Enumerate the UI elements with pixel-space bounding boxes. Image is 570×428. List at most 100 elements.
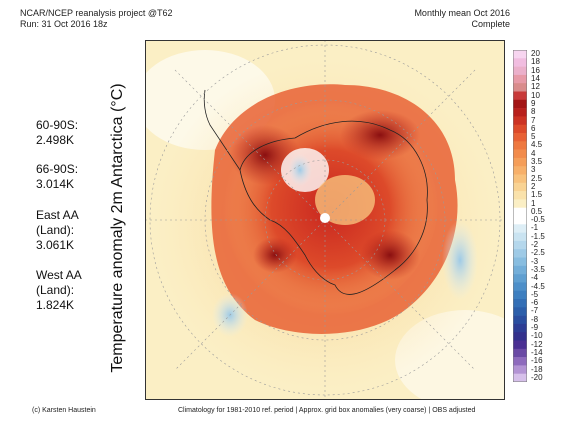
colorbar-tick-label: 6 [531, 123, 536, 133]
colorbar-tick-label: -1 [531, 223, 539, 233]
colorbar-swatch [513, 240, 527, 250]
colorbar-swatch [513, 257, 527, 267]
stat-60-90s: 60-90S: 2.498K [36, 118, 78, 148]
axis-label: Temperature anomaly 2m Antarctica (°C) [109, 83, 126, 373]
colorbar-tick-label: -18 [531, 364, 543, 374]
colorbar-swatch [513, 332, 527, 341]
model-title: NCAR/NCEP reanalysis project @T62 [20, 8, 173, 18]
colorbar-swatch [513, 307, 527, 316]
colorbar-tick-label: 10 [531, 90, 540, 100]
colorbar-tick-label: 4.5 [531, 140, 543, 150]
colorbar-swatch [513, 157, 527, 167]
colorbar-tick-label: -9 [531, 323, 539, 333]
cold-anomaly-east [442, 220, 478, 300]
colorbar-swatch [513, 149, 527, 159]
colorbar-tick-label: -1.5 [531, 231, 545, 241]
colorbar-tick-label: -4.5 [531, 281, 545, 291]
colorbar-tick-label: -2.5 [531, 248, 545, 258]
colorbar-swatch [513, 108, 527, 117]
colorbar-swatch [513, 182, 527, 192]
colorbar-tick-label: -2 [531, 240, 539, 250]
colorbar-tick-label: -10 [531, 331, 543, 341]
colorbar-tick-label: 1 [531, 198, 536, 208]
colorbar-tick-label: -7 [531, 306, 539, 316]
colorbar-swatch [513, 91, 527, 101]
colorbar-swatch [513, 282, 527, 291]
stat-east-aa: East AA (Land): 3.061K [36, 208, 79, 253]
stat-value: 3.014K [36, 177, 75, 191]
header-right: Monthly mean Oct 2016 Complete [414, 8, 510, 30]
colorbar-swatch [513, 216, 527, 225]
stat-value: 3.061K [36, 238, 75, 252]
colorbar-swatch [513, 50, 527, 59]
colorbar-swatch [513, 116, 527, 125]
colorbar-swatch [513, 290, 527, 300]
stat-label: West AA [36, 268, 82, 282]
stat-west-aa: West AA (Land): 1.824K [36, 268, 82, 313]
colorbar-tick-label: 3.5 [531, 157, 543, 167]
colorbar-swatch [513, 265, 527, 275]
colorbar-swatch [513, 174, 527, 184]
colorbar-swatch [513, 66, 527, 76]
colorbar-tick-label: 12 [531, 82, 540, 92]
colorbar-swatch [513, 348, 527, 358]
colorbar-swatch [513, 83, 527, 92]
colorbar-tick-label: 5 [531, 132, 536, 142]
colorbar-tick-label: 14 [531, 74, 540, 84]
colorbar-swatch [513, 199, 527, 208]
colorbar-swatch [513, 74, 527, 84]
colorbar-swatch [513, 58, 527, 67]
colorbar-tick-label: -3 [531, 256, 539, 266]
south-pole-marker [320, 213, 330, 223]
colorbar-tick-label: 2 [531, 181, 536, 191]
peninsula-coastline [203, 89, 241, 171]
colorbar-tick-label: -0.5 [531, 215, 545, 225]
colorbar-tick-label: -12 [531, 339, 543, 349]
colorbar-swatch [513, 133, 527, 142]
anomaly-map [145, 40, 505, 400]
colorbar-swatch [513, 191, 527, 200]
colorbar-swatch [513, 249, 527, 258]
colorbar-tick-label: 3 [531, 165, 536, 175]
colorbar-tick-label: 20 [531, 49, 540, 59]
colorbar-tick-label: 0.5 [531, 206, 543, 216]
colorbar-swatch [513, 124, 527, 134]
status-label: Complete [471, 19, 510, 29]
colorbar-tick-label: -8 [531, 314, 539, 324]
colorbar-tick-label: 8 [531, 107, 536, 117]
colorbar [513, 50, 527, 382]
colorbar-swatch [513, 274, 527, 283]
footnote: Climatology for 1981-2010 ref. period | … [178, 407, 476, 414]
colorbar-tick-label: 7 [531, 115, 536, 125]
run-time: Run: 31 Oct 2016 18z [20, 19, 108, 29]
colorbar-tick-label: -14 [531, 347, 543, 357]
colorbar-tick-label: -6 [531, 298, 539, 308]
stat-label: 60-90S: [36, 118, 79, 132]
colorbar-swatch [513, 232, 527, 242]
colorbar-swatch [513, 315, 527, 325]
colorbar-tick-label: 1.5 [531, 190, 543, 200]
colorbar-tick-label: 4 [531, 148, 536, 158]
colorbar-swatch [513, 99, 527, 109]
stat-label: East AA [36, 208, 79, 222]
colorbar-tick-label: 16 [531, 65, 540, 75]
colorbar-swatch [513, 357, 527, 366]
colorbar-tick-label: -16 [531, 356, 543, 366]
header-left: NCAR/NCEP reanalysis project @T62 Run: 3… [20, 8, 173, 30]
colorbar-swatch [513, 166, 527, 175]
colorbar-swatch [513, 365, 527, 374]
colorbar-tick-label: 9 [531, 98, 536, 108]
colorbar-tick-label: -3.5 [531, 264, 545, 274]
colorbar-swatch [513, 323, 527, 333]
colorbar-tick-label: 2.5 [531, 173, 543, 183]
colorbar-swatch [513, 340, 527, 350]
stat-label-2: (Land): [36, 223, 75, 237]
colorbar-swatch [513, 224, 527, 233]
stat-value: 1.824K [36, 298, 75, 312]
map-frame [145, 40, 505, 400]
colorbar-tick-label: -5 [531, 289, 539, 299]
stat-label: 66-90S: [36, 162, 79, 176]
colorbar-tick-label: 18 [531, 57, 540, 67]
stat-value: 2.498K [36, 133, 75, 147]
antarctica-coastline [239, 120, 428, 295]
